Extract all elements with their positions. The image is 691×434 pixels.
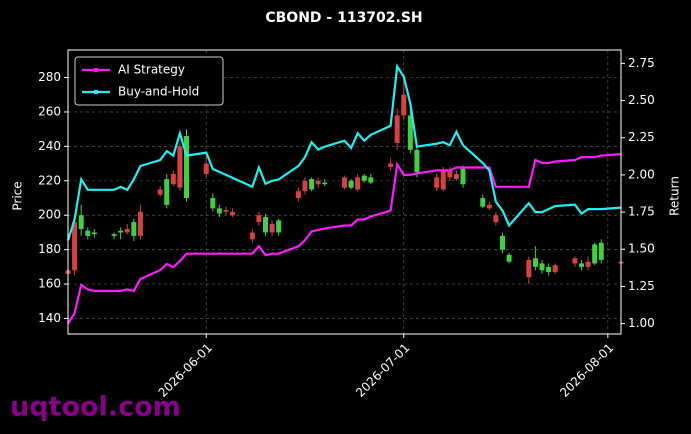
candle-body (91, 232, 97, 235)
candle-body (572, 258, 578, 264)
candle-body (546, 266, 552, 273)
y-tick-label: 220 (38, 173, 61, 187)
candle-body (118, 230, 124, 233)
y2-axis-label: Return (668, 176, 682, 216)
candle-body (249, 232, 255, 240)
candle-body (85, 230, 91, 236)
candle-body (592, 244, 598, 264)
candle-body (493, 215, 499, 223)
candle-body (434, 177, 440, 188)
legend-label: AI Strategy (118, 63, 185, 77)
candle-body (216, 208, 222, 214)
y2-tick-label: 2.00 (628, 167, 655, 181)
candle-body (210, 198, 216, 209)
candle-body (368, 177, 374, 183)
y2-tick-label: 1.75 (628, 205, 655, 219)
candle-body (124, 229, 130, 233)
candle-body (486, 204, 492, 209)
candle-body (414, 149, 420, 173)
line-series (66, 63, 622, 241)
candle-body (157, 189, 163, 195)
candle-body (203, 163, 209, 174)
candle-body (164, 179, 170, 205)
y2-tick-label: 2.25 (628, 130, 655, 144)
candle-body (256, 215, 262, 223)
y-tick-label: 240 (38, 139, 61, 153)
candle-body (361, 175, 367, 181)
y2-tick-label: 1.00 (628, 316, 655, 330)
y-tick-label: 200 (38, 208, 61, 222)
candle-body (309, 179, 315, 190)
y-tick-label: 160 (38, 277, 61, 291)
y2-tick-label: 1.50 (628, 242, 655, 256)
candle-body (480, 198, 486, 207)
watermark: uqtool.com (10, 392, 181, 423)
y-tick-label: 280 (38, 70, 61, 84)
candle-body (539, 263, 545, 271)
candle-body (348, 180, 354, 188)
candle-body (302, 180, 308, 192)
candle-body (276, 220, 282, 233)
y-axis-label: Price (11, 181, 25, 210)
candle-body (230, 211, 236, 216)
candle-body (342, 177, 347, 188)
candle-body (263, 216, 268, 233)
y2-tick-label: 2.75 (628, 56, 655, 70)
candle-body (223, 210, 229, 212)
candle-body (500, 235, 505, 250)
chart-title: CBOND - 113702.SH (265, 10, 422, 26)
candle-body (526, 259, 532, 278)
candle-body (598, 242, 604, 260)
candle-body (269, 223, 275, 233)
candle-body (532, 258, 538, 267)
legend-box (74, 56, 224, 106)
candle-body (177, 146, 183, 188)
y-tick-label: 260 (38, 104, 61, 118)
candle-body (315, 180, 321, 185)
candle-body (460, 168, 466, 185)
candle-body (552, 265, 558, 273)
candle-body (579, 263, 584, 267)
candle-body (407, 115, 413, 150)
candle-body (394, 115, 400, 143)
candle-body (78, 215, 84, 230)
candle-body (401, 94, 407, 116)
legend: AI Strategy Buy-and-Hold (74, 56, 224, 106)
candle-body (295, 191, 301, 199)
candle-body (322, 182, 328, 185)
candle-body (72, 222, 78, 271)
candle-body (453, 173, 459, 180)
candle-body (355, 177, 361, 190)
y2-tick-label: 2.50 (628, 93, 655, 107)
candle-body (170, 173, 176, 185)
legend-marker (94, 90, 98, 94)
legend-label: Buy-and-Hold (118, 85, 199, 99)
y-tick-label: 140 (38, 311, 61, 325)
y2-tick-label: 1.25 (628, 279, 655, 293)
candle-body (440, 170, 446, 190)
candle-body (506, 254, 512, 262)
candle-body (585, 261, 591, 267)
candle-body (111, 234, 117, 236)
candle-body (388, 163, 394, 168)
line-series (67, 153, 622, 325)
candle-body (137, 211, 143, 236)
candle-body (447, 170, 453, 178)
legend-marker (94, 68, 98, 72)
candle-body (131, 222, 137, 236)
candle-body (184, 136, 189, 199)
plot-frame (67, 49, 622, 335)
y-tick-label: 180 (38, 242, 61, 256)
